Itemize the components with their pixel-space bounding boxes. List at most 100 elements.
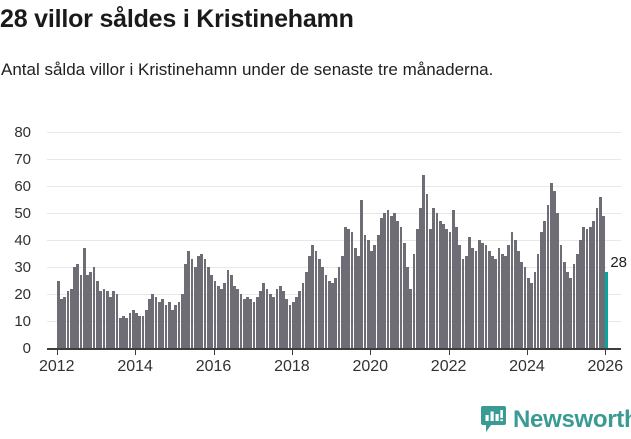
bar <box>314 250 318 348</box>
bar <box>190 258 194 348</box>
bar <box>151 294 155 348</box>
bar <box>494 258 498 348</box>
bar <box>474 250 478 348</box>
bar <box>122 315 125 348</box>
bar <box>562 261 566 348</box>
bar <box>324 275 328 348</box>
bar <box>396 221 400 348</box>
bar <box>206 267 210 348</box>
chart-subtitle: Antal sålda villor i Kristinehamn under … <box>1 60 494 79</box>
bar <box>383 213 387 348</box>
bar <box>102 288 106 348</box>
bar <box>575 253 579 348</box>
bar <box>89 272 93 348</box>
bar <box>233 285 236 348</box>
bar <box>363 234 367 348</box>
bar <box>105 291 109 348</box>
x-axis-tick-label: 2014 <box>117 358 153 375</box>
bar <box>125 318 129 348</box>
bar <box>82 248 86 348</box>
bar <box>131 310 135 348</box>
bar <box>540 231 543 348</box>
bar <box>239 294 243 348</box>
bar <box>572 264 576 348</box>
bar <box>69 288 73 348</box>
bar <box>109 296 112 348</box>
bar <box>128 312 132 348</box>
bar-highlighted <box>605 272 609 348</box>
bar <box>389 215 393 348</box>
bar-value-label: 28 <box>607 254 629 273</box>
y-axis-tick-label: 40 <box>14 232 31 249</box>
bar <box>373 245 377 348</box>
bar <box>213 280 217 348</box>
bar <box>229 275 233 348</box>
bar <box>360 199 364 348</box>
bar <box>242 299 246 348</box>
bar <box>370 250 373 348</box>
x-axis-tick-label: 2012 <box>38 358 75 375</box>
bar <box>298 291 302 348</box>
bar <box>598 196 602 348</box>
bar-chart: 0 10 20 30 40 50 60 70 80 2012 2014 2016 2018 2020 20… <box>0 122 631 387</box>
bar <box>164 304 168 348</box>
bar <box>468 237 471 348</box>
y-axis-tick-label: 60 <box>14 178 31 195</box>
gridline <box>47 159 621 160</box>
bar <box>174 304 178 348</box>
bar <box>79 275 83 348</box>
bar <box>393 213 396 348</box>
bar <box>76 264 80 348</box>
bar <box>432 207 435 348</box>
plot-area: 0 10 20 30 40 50 60 70 80 2012 2014 2016 2018 2020 20… <box>14 125 629 375</box>
bar <box>259 291 262 348</box>
bar <box>331 283 334 348</box>
x-axis-tick-label: 2022 <box>430 358 467 375</box>
bar <box>141 315 145 348</box>
bar <box>595 207 599 348</box>
bar <box>448 231 452 348</box>
bar <box>386 210 390 348</box>
bar <box>246 296 249 348</box>
bar <box>500 253 504 348</box>
bar <box>285 299 289 348</box>
gridline <box>47 321 621 322</box>
bar <box>350 231 354 348</box>
bar <box>412 253 416 348</box>
bar <box>327 280 331 348</box>
x-axis-baseline <box>47 348 621 350</box>
bar <box>203 258 207 348</box>
bar <box>337 267 341 348</box>
bar <box>288 304 292 348</box>
bar <box>530 283 533 348</box>
bar <box>425 194 429 348</box>
bar <box>353 248 357 348</box>
bar <box>507 245 511 348</box>
bar-chart-speech-bubble-icon <box>481 406 506 433</box>
x-axis-tick <box>291 348 293 355</box>
y-axis-tick-label: 50 <box>14 205 31 222</box>
bar <box>210 275 213 348</box>
bar <box>180 294 184 348</box>
bar <box>582 226 586 348</box>
bar <box>520 261 524 348</box>
bar <box>187 250 191 348</box>
bar <box>402 242 406 348</box>
bar <box>458 245 462 348</box>
bar <box>513 240 517 348</box>
bar <box>95 280 99 348</box>
bar <box>588 226 592 348</box>
x-axis-tick <box>213 348 215 355</box>
bar <box>112 291 116 348</box>
x-axis-tick <box>56 348 58 355</box>
bar <box>566 272 569 348</box>
bar <box>445 229 449 348</box>
bar <box>236 288 240 348</box>
bar <box>308 256 311 348</box>
bar <box>318 258 321 348</box>
bar <box>504 256 507 348</box>
bar <box>200 253 204 348</box>
bar <box>161 299 165 348</box>
bar <box>546 204 550 348</box>
y-axis-tick-label: 80 <box>14 124 31 141</box>
